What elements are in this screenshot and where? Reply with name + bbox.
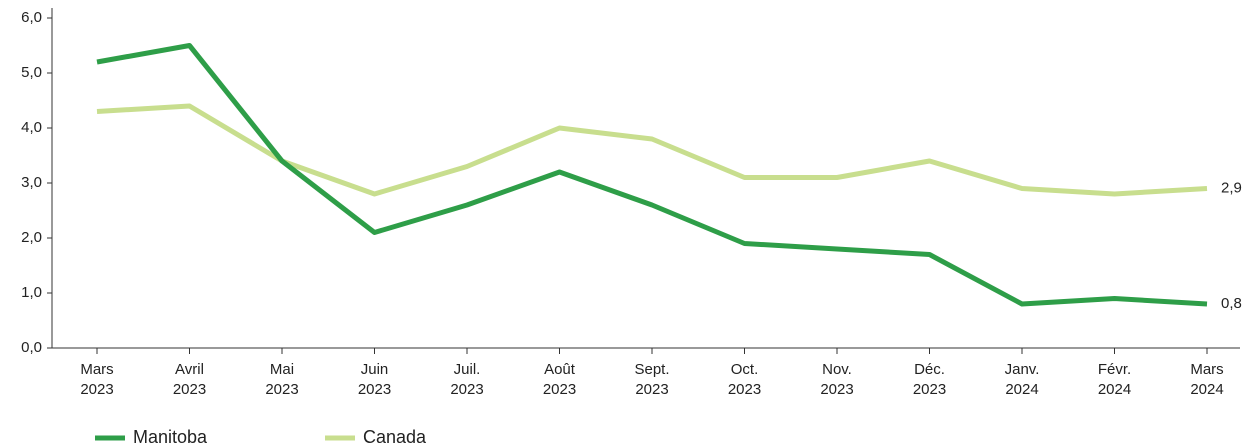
series-line	[96, 103, 1208, 197]
y-tick-label: 0,0	[21, 339, 42, 356]
x-tick-label: Mars 2023	[80, 361, 113, 398]
x-tick-label: Juin 2023	[358, 361, 391, 398]
y-tick-label: 5,0	[21, 64, 42, 81]
data-label: 0,8	[1221, 295, 1242, 312]
x-tick-label: Août 2023	[543, 361, 576, 398]
legend-label: Canada	[363, 427, 427, 447]
x-tick-label: Oct. 2023	[728, 361, 761, 398]
y-tick-label: 3,0	[21, 174, 42, 191]
x-tick-label: Févr. 2024	[1098, 361, 1131, 398]
y-tick-label: 6,0	[21, 9, 42, 26]
x-tick-label: Juil. 2023	[450, 361, 483, 398]
data-label: 2,9	[1221, 179, 1242, 196]
x-tick-label: Avril 2023	[173, 361, 206, 398]
y-tick-label: 1,0	[21, 284, 42, 301]
y-tick-label: 4,0	[21, 119, 42, 136]
x-tick-label: Janv. 2024	[1005, 361, 1040, 398]
x-tick-label: Nov. 2023	[820, 361, 853, 398]
x-tick-label: Sept. 2023	[634, 361, 669, 398]
y-tick-label: 2,0	[21, 229, 42, 246]
x-tick-label: Mars 2024	[1190, 361, 1223, 398]
x-tick-label: Mai 2023	[265, 361, 298, 398]
legend-label: Manitoba	[133, 427, 208, 447]
x-tick-label: Déc. 2023	[913, 361, 946, 398]
series-line	[96, 43, 1208, 307]
